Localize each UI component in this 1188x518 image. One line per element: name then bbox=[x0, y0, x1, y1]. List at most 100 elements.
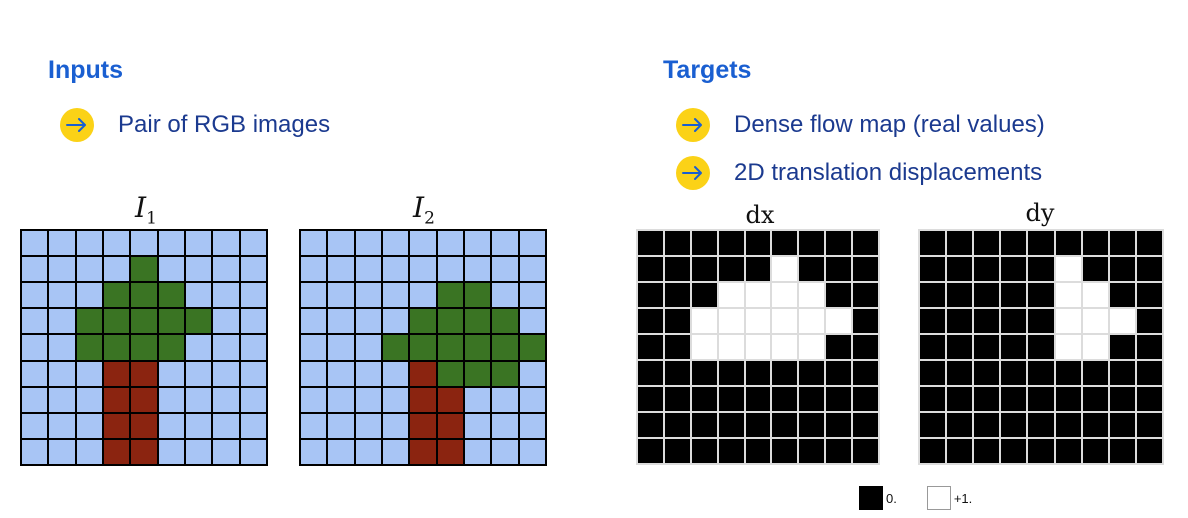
flow-dy-cell bbox=[1082, 439, 1108, 463]
image-2-cell bbox=[437, 439, 463, 464]
flow-dy-label: dy bbox=[1025, 199, 1055, 227]
image-2-cell bbox=[328, 257, 354, 282]
flow-dy-cell bbox=[1136, 283, 1162, 307]
flow-dx-cell bbox=[745, 387, 771, 411]
flow-dy-cell bbox=[920, 387, 946, 411]
flow-dx-cell bbox=[745, 439, 771, 463]
flow-dx-cell bbox=[772, 439, 798, 463]
flow-dx-cell bbox=[745, 231, 771, 255]
image-2-cell bbox=[519, 361, 545, 386]
flow-dy-cell bbox=[1055, 413, 1081, 437]
image-1-cell bbox=[22, 335, 48, 360]
flow-dy-cell bbox=[1055, 335, 1081, 359]
flow-dy-cell bbox=[947, 257, 973, 281]
flow-dy-cell bbox=[1001, 413, 1027, 437]
flow-dx-cell bbox=[826, 283, 852, 307]
image-1-cell bbox=[213, 257, 239, 282]
image-1-cell bbox=[49, 283, 75, 308]
image-1-cell bbox=[158, 257, 184, 282]
image-2-cell bbox=[410, 335, 436, 360]
flow-dx-cell bbox=[799, 413, 825, 437]
flow-dy-cell bbox=[947, 335, 973, 359]
image-2-cell bbox=[437, 309, 463, 334]
flow-dy-grid bbox=[918, 229, 1164, 465]
image-2-cell bbox=[492, 361, 518, 386]
image-2-cell bbox=[465, 283, 491, 308]
flow-dy-cell bbox=[1109, 309, 1135, 333]
image-1-cell bbox=[240, 231, 266, 256]
image-1-cell bbox=[131, 335, 157, 360]
image-2-cell bbox=[492, 335, 518, 360]
flow-dy-cell bbox=[920, 283, 946, 307]
flow-dx-cell bbox=[664, 387, 690, 411]
image-1-cell bbox=[158, 335, 184, 360]
image-1-cell bbox=[76, 335, 102, 360]
flow-dx-label: dx bbox=[745, 201, 775, 229]
flow-dy-cell bbox=[1109, 439, 1135, 463]
flow-dx-cell bbox=[691, 283, 717, 307]
flow-dx-cell bbox=[772, 335, 798, 359]
image-1-cell bbox=[131, 283, 157, 308]
flow-dy-cell bbox=[947, 387, 973, 411]
image-1-cell bbox=[240, 387, 266, 412]
flow-dy-cell bbox=[1055, 257, 1081, 281]
image-2-cell bbox=[301, 257, 327, 282]
flow-dy-cell bbox=[920, 309, 946, 333]
image-1-cell bbox=[186, 231, 212, 256]
flow-dx-cell bbox=[638, 231, 663, 255]
image-2-cell bbox=[492, 413, 518, 438]
image-2-cell bbox=[301, 413, 327, 438]
flow-dx-cell bbox=[853, 413, 878, 437]
flow-dy-cell bbox=[1028, 439, 1054, 463]
targets-bullet-2: 2D translation displacements bbox=[676, 156, 1042, 190]
image-2-cell bbox=[465, 387, 491, 412]
targets-bullet-1: Dense flow map (real values) bbox=[676, 108, 1045, 142]
image-2-cell bbox=[437, 413, 463, 438]
image-1-cell bbox=[186, 413, 212, 438]
flow-dx-cell bbox=[853, 335, 878, 359]
flow-dx-cell bbox=[853, 361, 878, 385]
image-1-cell bbox=[49, 335, 75, 360]
image-2-cell bbox=[519, 257, 545, 282]
flow-dx-cell bbox=[826, 309, 852, 333]
inputs-bullet-text: Pair of RGB images bbox=[118, 111, 331, 138]
image-1-cell bbox=[240, 361, 266, 386]
image-1-cell bbox=[76, 439, 102, 464]
flow-dx-cell bbox=[853, 283, 878, 307]
flow-dx-cell bbox=[826, 387, 852, 411]
image-2-cell bbox=[410, 387, 436, 412]
flow-dx-grid bbox=[636, 229, 880, 465]
flow-dy-cell bbox=[1109, 231, 1135, 255]
image-2-cell bbox=[465, 231, 491, 256]
flow-dy-cell bbox=[1109, 387, 1135, 411]
image-1-cell bbox=[104, 231, 130, 256]
flow-dx-cell bbox=[826, 439, 852, 463]
image-1-cell bbox=[104, 257, 130, 282]
flow-dy-cell bbox=[920, 231, 946, 255]
image-2-cell bbox=[492, 387, 518, 412]
flow-dx-cell bbox=[691, 309, 717, 333]
inputs-bullet: Pair of RGB images bbox=[60, 108, 330, 142]
image-1-cell bbox=[186, 335, 212, 360]
image-2-cell bbox=[328, 335, 354, 360]
image-2-cell bbox=[492, 257, 518, 282]
flow-dy-cell bbox=[1109, 361, 1135, 385]
flow-dy-cell bbox=[1109, 257, 1135, 281]
image-1-cell bbox=[131, 413, 157, 438]
flow-dx-cell bbox=[826, 361, 852, 385]
flow-dx-cell bbox=[638, 361, 663, 385]
flow-dy-cell bbox=[947, 283, 973, 307]
image-1-cell bbox=[240, 283, 266, 308]
image-1-cell bbox=[186, 361, 212, 386]
image-2-cell bbox=[410, 257, 436, 282]
flow-dx-cell bbox=[691, 335, 717, 359]
image-2-cell bbox=[301, 309, 327, 334]
flow-dy-cell bbox=[1001, 257, 1027, 281]
image-2-cell bbox=[410, 283, 436, 308]
image-2-cell bbox=[355, 283, 381, 308]
image-2-cell bbox=[383, 309, 409, 334]
flow-dx-cell bbox=[691, 413, 717, 437]
image-2-cell bbox=[383, 439, 409, 464]
image-1-cell bbox=[131, 387, 157, 412]
flow-dx-cell bbox=[691, 361, 717, 385]
